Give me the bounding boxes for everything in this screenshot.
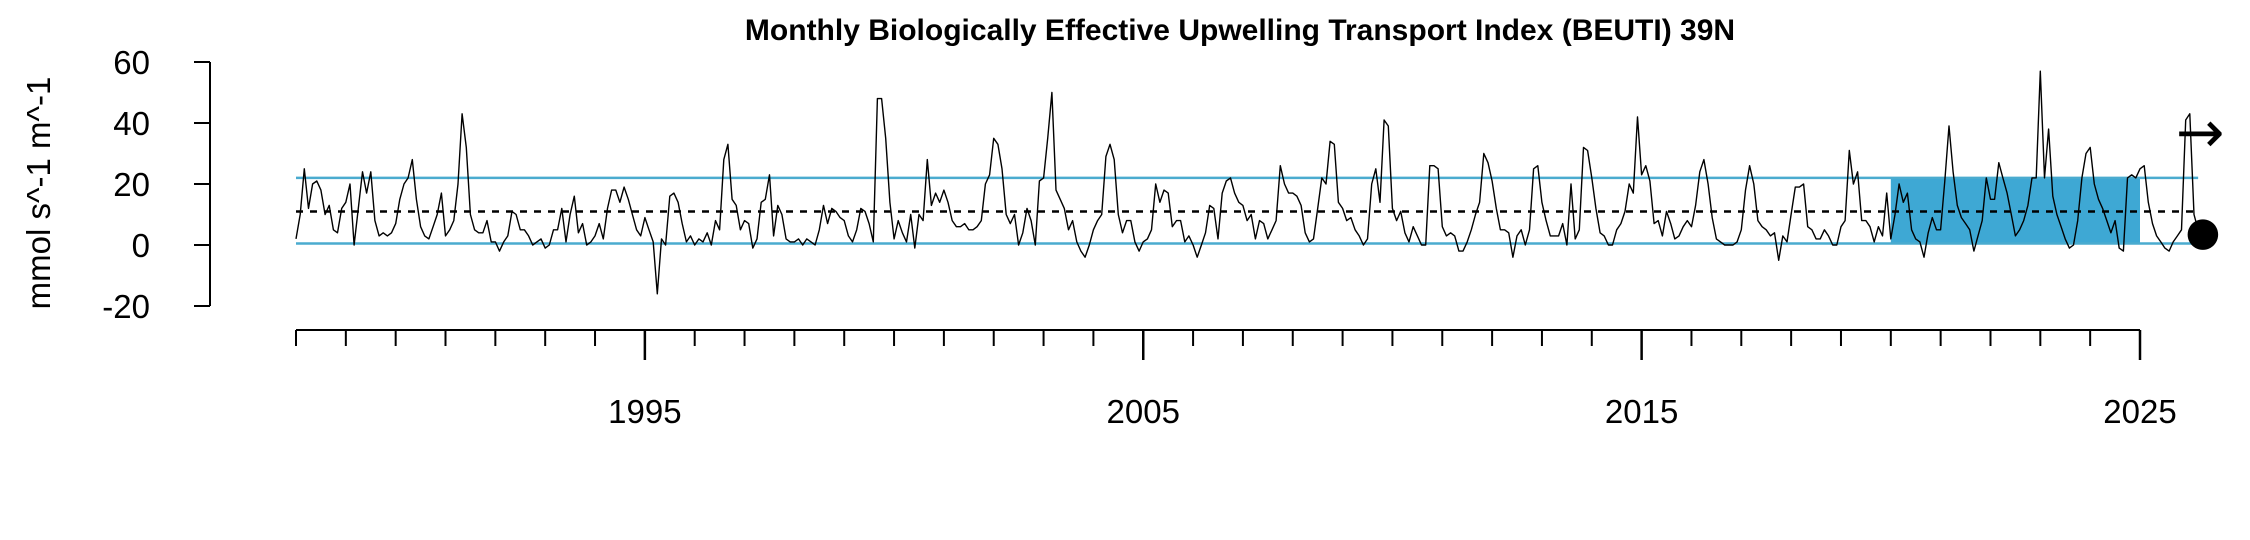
trend-arrow-icon: → — [2176, 98, 2225, 166]
y-tick-label: 60 — [113, 44, 150, 81]
mean-dot-icon: ● — [2186, 209, 2221, 255]
chart-title: Monthly Biologically Effective Upwelling… — [745, 14, 1735, 47]
y-tick-label: -20 — [102, 288, 150, 325]
y-axis: -20 0 20 40 60 — [102, 44, 211, 325]
y-axis-label: mmol s^-1 m^-1 — [20, 77, 57, 310]
y-tick-label: 40 — [113, 105, 150, 142]
x-tick-label: 1995 — [608, 393, 681, 430]
reference-lines-layer — [296, 176, 2199, 245]
x-tick-label: 2025 — [2103, 393, 2176, 430]
x-tick-label: 2015 — [1605, 393, 1678, 430]
y-tick-label: 20 — [113, 166, 150, 203]
x-tick-label: 2005 — [1107, 393, 1180, 430]
x-axis: 1995 2005 2015 2025 — [295, 329, 2177, 430]
series-layer — [295, 70, 2199, 295]
y-tick-label: 0 — [132, 227, 150, 264]
series-line — [295, 70, 2199, 295]
